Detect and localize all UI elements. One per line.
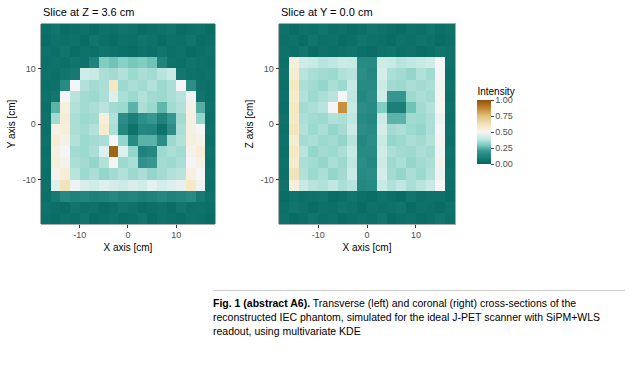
svg-text:10: 10 [171, 230, 181, 240]
svg-text:0.25: 0.25 [495, 143, 513, 153]
svg-text:10: 10 [26, 64, 36, 74]
svg-text:Y axis [cm]: Y axis [cm] [6, 99, 17, 148]
svg-text:Z axis [cm]: Z axis [cm] [244, 100, 255, 149]
svg-text:10: 10 [264, 64, 274, 74]
svg-text:0.75: 0.75 [495, 111, 513, 121]
svg-text:0.50: 0.50 [495, 127, 513, 137]
svg-text:0: 0 [125, 230, 130, 240]
svg-text:-10: -10 [312, 230, 325, 240]
svg-text:Intensity: Intensity [477, 86, 514, 97]
html-text:Fig. 1 (abstract A6). Transver: Fig. 1 (abstract A6). Transverse (left) … [213, 297, 600, 337]
svg-text:0.00: 0.00 [495, 159, 513, 169]
svg-text:-10: -10 [23, 175, 36, 185]
svg-text:X axis [cm]: X axis [cm] [343, 242, 392, 253]
svg-text:Slice at Z = 3.6 cm: Slice at Z = 3.6 cm [43, 6, 134, 18]
svg-text:0: 0 [31, 119, 36, 129]
svg-text:1.00: 1.00 [495, 95, 513, 105]
svg-text:0: 0 [365, 230, 370, 240]
svg-text:Slice at Y = 0.0 cm: Slice at Y = 0.0 cm [281, 6, 373, 18]
svg-text:-10: -10 [73, 230, 86, 240]
svg-text:0: 0 [269, 119, 274, 129]
svg-text:-10: -10 [261, 175, 274, 185]
svg-text:10: 10 [411, 230, 421, 240]
svg-text:X axis [cm]: X axis [cm] [103, 242, 152, 253]
